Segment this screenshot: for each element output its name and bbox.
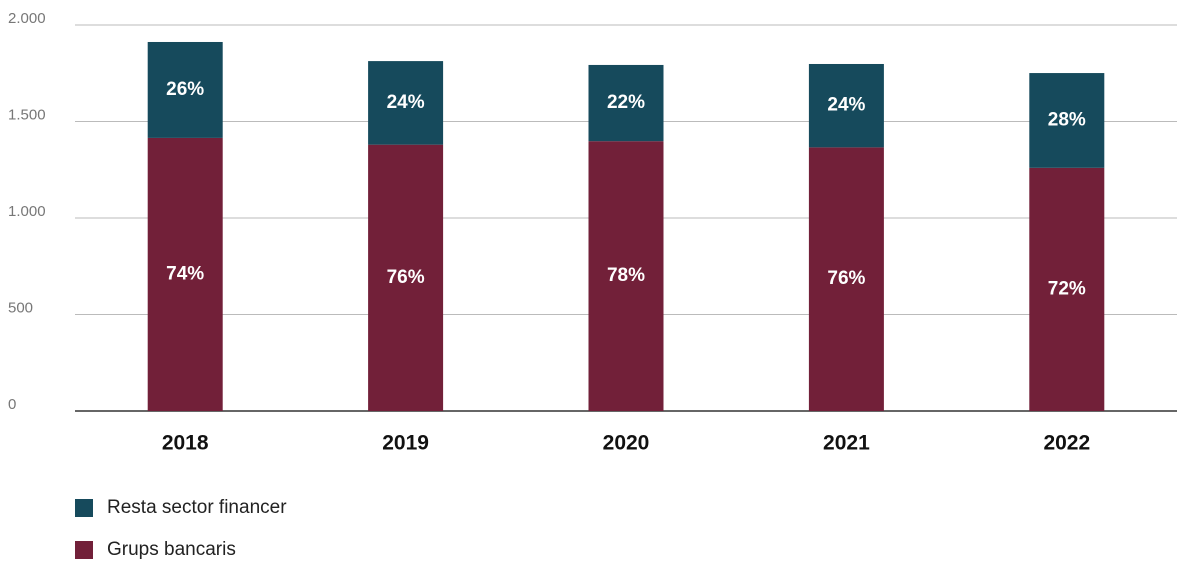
value-label: 72% xyxy=(1048,278,1086,299)
y-tick-label: 500 xyxy=(8,299,33,316)
legend-label: Resta sector financer xyxy=(107,497,287,518)
value-label: 74% xyxy=(166,263,204,284)
bar-segment xyxy=(1029,73,1105,168)
bar-segment xyxy=(368,61,444,145)
bar-segment xyxy=(588,64,664,142)
bar-segment xyxy=(808,147,884,411)
bar-segment xyxy=(368,144,444,411)
y-tick-label: 1.500 xyxy=(8,106,46,123)
bar-segment xyxy=(588,141,664,411)
legend-label: Grups bancaris xyxy=(107,539,236,560)
value-label: 26% xyxy=(166,79,204,100)
bar-segment xyxy=(147,41,223,138)
x-tick-label: 2020 xyxy=(603,432,650,455)
y-tick-label: 2.000 xyxy=(8,10,46,27)
bar-segment xyxy=(147,137,223,411)
value-label: 76% xyxy=(827,268,865,289)
bar-segment xyxy=(808,63,884,148)
value-label: 24% xyxy=(387,92,425,113)
x-tick-label: 2018 xyxy=(162,432,209,455)
value-label: 76% xyxy=(387,267,425,288)
y-tick-label: 0 xyxy=(8,396,16,413)
value-label: 24% xyxy=(827,95,865,116)
bar-segment xyxy=(1029,167,1105,411)
x-tick-label: 2019 xyxy=(382,432,429,455)
y-tick-label: 1.000 xyxy=(8,203,46,220)
value-label: 22% xyxy=(607,92,645,113)
legend-swatch xyxy=(75,541,93,559)
legend-swatch xyxy=(75,499,93,517)
x-tick-label: 2021 xyxy=(823,432,870,455)
value-label: 28% xyxy=(1048,109,1086,130)
x-tick-label: 2022 xyxy=(1043,432,1090,455)
value-label: 78% xyxy=(607,265,645,286)
